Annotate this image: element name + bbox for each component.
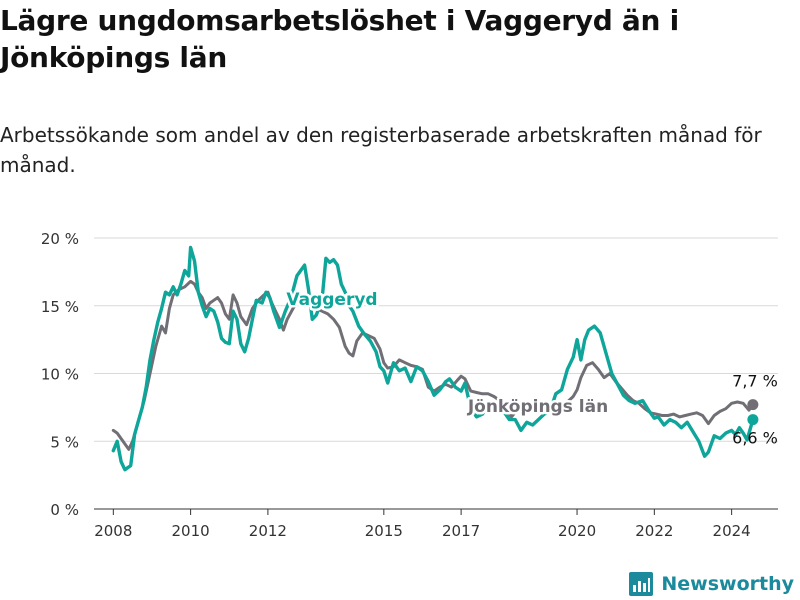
x-tick-label: 2010	[172, 522, 210, 540]
x-tick-label: 2024	[713, 522, 751, 540]
newsworthy-logo-icon	[629, 572, 654, 596]
x-tick-label: 2022	[635, 522, 673, 540]
y-tick-label: 0 %	[50, 501, 79, 519]
x-tick-label: 2008	[94, 522, 132, 540]
newsworthy-logo-text: Newsworthy	[661, 573, 794, 595]
series-label-vaggeryd: Vaggeryd	[286, 290, 377, 310]
y-tick-label: 10 %	[41, 366, 79, 384]
series-end-dot-j-nk-pings-l-n	[747, 399, 759, 411]
x-tick-label: 2012	[249, 522, 287, 540]
chart-subtitle: Arbetssökande som andel av den registerb…	[0, 123, 762, 177]
y-tick-label: 5 %	[50, 433, 79, 451]
newsworthy-logo: Newsworthy	[629, 572, 794, 596]
end-label-vaggeryd: 6,6 %	[732, 429, 778, 448]
series-end-dot-vaggeryd	[747, 414, 759, 426]
y-tick-label: 20 %	[41, 230, 79, 248]
x-tick-label: 2017	[442, 522, 480, 540]
series-line-j-nk-pings-l-n	[111, 279, 755, 451]
chart-title: Lägre ungdomsarbetslöshet i Vaggeryd än …	[0, 4, 679, 74]
x-tick-label: 2015	[365, 522, 403, 540]
end-label-jonkopings-lan: 7,7 %	[732, 372, 778, 391]
x-tick-label: 2020	[558, 522, 596, 540]
series-label-jonkopings-lan: Jönköpings län	[467, 397, 608, 417]
series-line-vaggeryd	[111, 245, 755, 472]
y-tick-label: 15 %	[41, 298, 79, 316]
